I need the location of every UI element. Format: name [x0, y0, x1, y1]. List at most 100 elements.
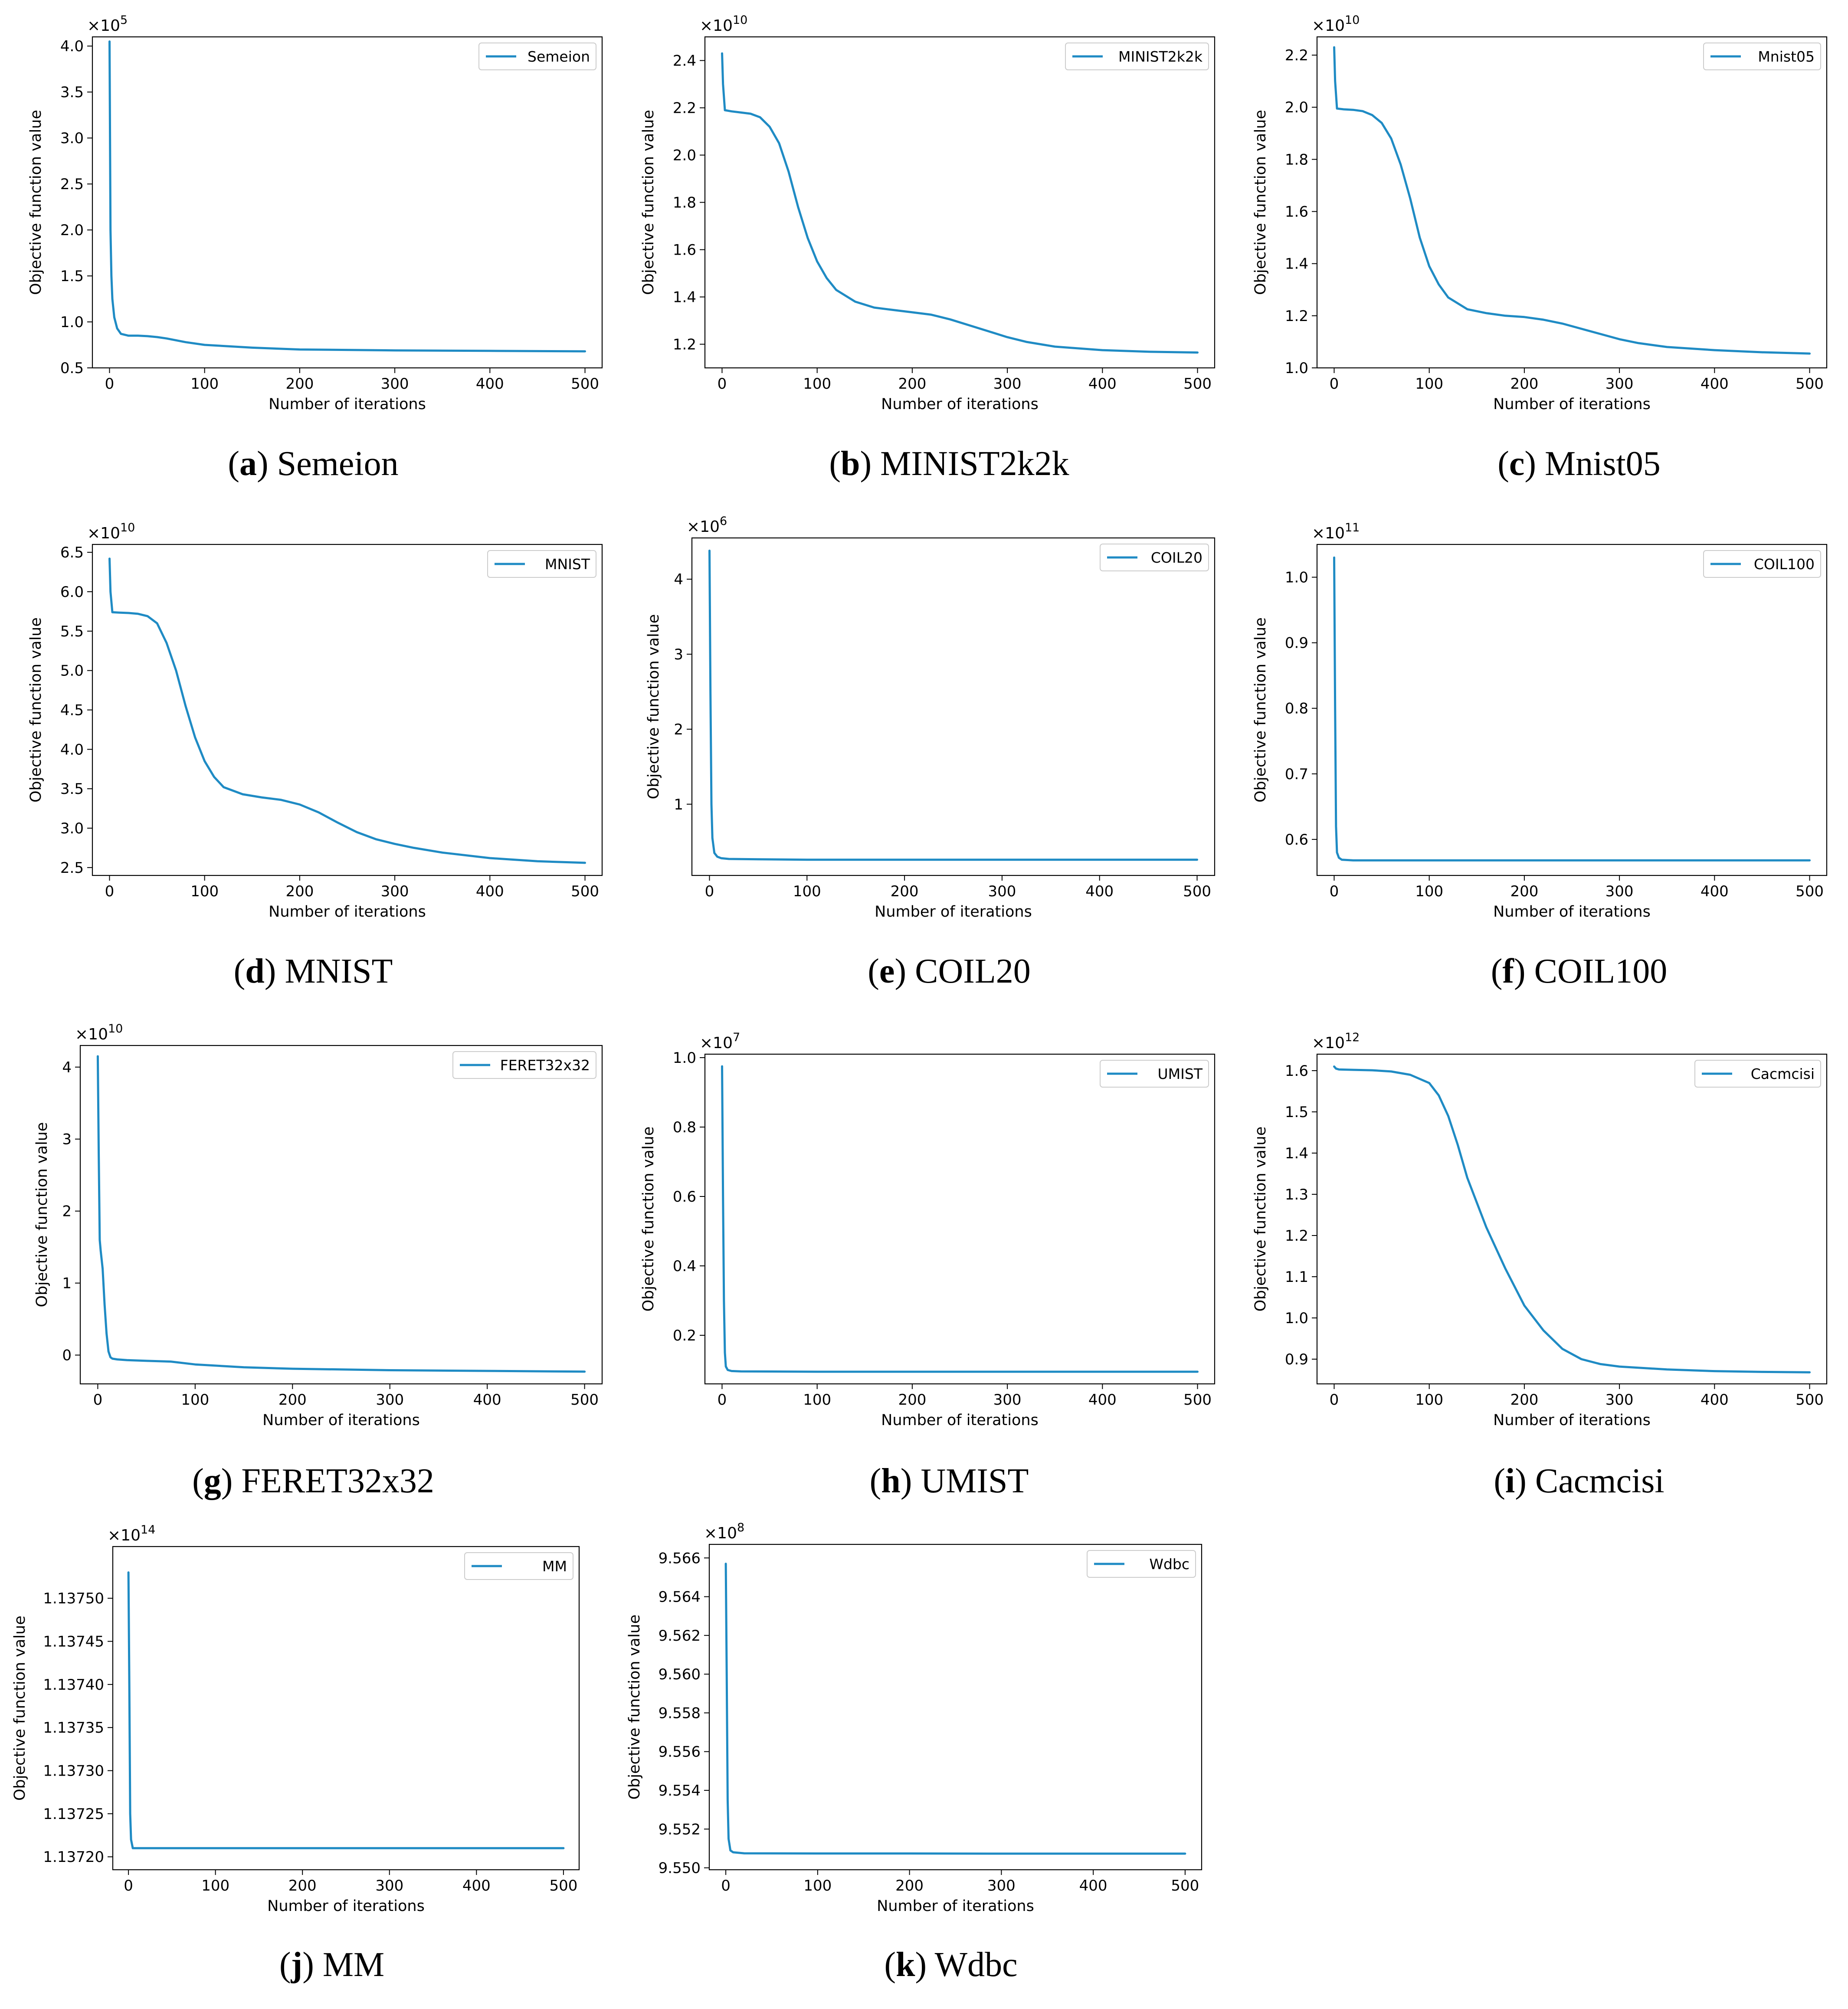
- y-axis-label: Objective function value: [640, 1127, 657, 1312]
- y-tick-label: 2.0: [60, 222, 84, 239]
- chart-panel-a: 0 100 200 300 400 500 0.5 1.0 1.5 2.0 2.5 3.0 3.5 4.0…: [27, 13, 603, 483]
- legend-label: Wdbc: [1149, 1556, 1189, 1573]
- plot-frame: [1316, 36, 1828, 369]
- legend-label: MNIST: [545, 556, 590, 573]
- y-tick-label: 3.0: [60, 130, 84, 147]
- x-axis-label: Number of iterations: [881, 1412, 1039, 1429]
- y-axis-multiplier: ×1010: [75, 1022, 123, 1043]
- x-tick-label: 400: [462, 1877, 491, 1894]
- x-tick-label: 200: [895, 1877, 924, 1894]
- y-axis-label: Objective function value: [27, 617, 45, 803]
- legend-box: [478, 43, 596, 70]
- x-axis-label: Number of iterations: [881, 396, 1039, 413]
- y-tick-label: 9.558: [659, 1704, 701, 1722]
- chart-panel-h: 0 100 200 300 400 500 0.2 0.4 0.6 0.8 1.0 Number of…: [640, 1031, 1216, 1500]
- y-tick-label: 2.0: [673, 147, 696, 164]
- plot-frame: [691, 537, 1216, 876]
- y-axis-multiplier: ×1010: [700, 13, 747, 35]
- y-tick-label: 1.8: [673, 194, 696, 212]
- y-tick-label: 1.6: [1285, 203, 1308, 221]
- y-tick-label: 4.5: [60, 702, 84, 719]
- series-line-b: [721, 52, 1199, 354]
- x-tick-label: 300: [381, 375, 409, 393]
- x-tick-label: 100: [803, 1391, 831, 1409]
- x-tick-label: 300: [381, 883, 409, 900]
- panel-caption: (g) FERET32x32: [192, 1462, 434, 1500]
- chart-panel-e: 0 100 200 300 400 500 1 2 3 4 Number of iterations…: [645, 515, 1216, 990]
- y-axis-multiplier: ×1010: [87, 521, 135, 542]
- y-axis-label: Objective function value: [11, 1616, 29, 1801]
- x-tick-label: 400: [1701, 375, 1729, 393]
- legend-box: [1100, 1060, 1209, 1088]
- y-tick-label: 3.5: [60, 84, 84, 101]
- y-tick-label: 0.6: [673, 1188, 696, 1206]
- y-axis-label: Objective function value: [1252, 1127, 1269, 1312]
- x-axis-label: Number of iterations: [267, 1898, 425, 1915]
- legend-box: [464, 1552, 573, 1580]
- y-tick-label: 0.6: [1285, 831, 1308, 849]
- x-tick-label: 400: [1088, 375, 1117, 393]
- series-line-j: [127, 1571, 565, 1849]
- x-tick-label: 200: [285, 883, 314, 900]
- y-tick-label: 4.0: [60, 741, 84, 758]
- panel-caption: (d) MNIST: [234, 952, 393, 990]
- y-axis-multiplier: ×106: [687, 515, 727, 536]
- y-tick-label: 1.4: [1285, 1145, 1308, 1162]
- y-tick-label: 0.5: [60, 360, 84, 377]
- legend-label: FERET32x32: [500, 1057, 590, 1074]
- y-tick-label: 1.4: [1285, 256, 1308, 273]
- legend-label: Mnist05: [1758, 48, 1815, 65]
- legend-label: Cacmcisi: [1751, 1065, 1815, 1082]
- chart-panel-c: 0 100 200 300 400 500 1.0 1.2 1.4 1.6 1.8 2.0 2.2 Num…: [1252, 13, 1828, 483]
- y-tick-label: 0.7: [1285, 766, 1308, 783]
- y-tick-label: 1.8: [1285, 151, 1308, 168]
- x-tick-label: 100: [181, 1391, 209, 1409]
- x-tick-label: 200: [891, 883, 919, 900]
- x-tick-label: 100: [1415, 1391, 1443, 1409]
- y-tick-label: 9.556: [659, 1744, 701, 1761]
- y-tick-label: 1.0: [1285, 569, 1308, 587]
- x-tick-label: 100: [1415, 883, 1443, 900]
- y-tick-label: 1.0: [1285, 1310, 1308, 1327]
- y-tick-label: 1.13745: [43, 1633, 104, 1651]
- x-tick-label: 0: [93, 1391, 103, 1409]
- x-tick-label: 0: [721, 1877, 731, 1894]
- x-tick-label: 0: [1330, 375, 1339, 393]
- x-tick-label: 500: [571, 883, 599, 900]
- y-tick-label: 9.550: [659, 1860, 701, 1877]
- x-tick-label: 0: [105, 375, 115, 393]
- panel-caption: (b) MINIST2k2k: [829, 445, 1069, 483]
- y-tick-label: 1.2: [1285, 308, 1308, 325]
- y-tick-label: 1.2: [1285, 1227, 1308, 1245]
- y-tick-label: 9.552: [659, 1821, 701, 1838]
- plot-frame: [92, 36, 603, 369]
- x-tick-label: 300: [1606, 1391, 1634, 1409]
- x-tick-label: 100: [201, 1877, 229, 1894]
- legend-box: [1100, 544, 1209, 571]
- y-tick-label: 9.560: [659, 1666, 701, 1683]
- y-tick-label: 9.562: [659, 1627, 701, 1645]
- x-tick-label: 100: [1415, 375, 1443, 393]
- x-axis-label: Number of iterations: [269, 396, 426, 413]
- legend-label: COIL20: [1151, 549, 1203, 566]
- x-tick-label: 500: [1796, 1391, 1824, 1409]
- legend-label: UMIST: [1158, 1065, 1203, 1082]
- y-tick-label: 5.0: [60, 662, 84, 680]
- y-tick-label: 2: [62, 1203, 72, 1220]
- y-tick-label: 2.2: [673, 100, 696, 117]
- x-tick-label: 0: [1330, 1391, 1339, 1409]
- x-tick-label: 200: [288, 1877, 317, 1894]
- panel-caption: (j) MM: [279, 1946, 384, 1984]
- series-line-a: [108, 40, 586, 353]
- y-axis-label: Objective function value: [33, 1122, 51, 1308]
- y-axis-multiplier: ×1010: [1312, 13, 1360, 35]
- chart-panel-k: 0 100 200 300 400 500 9.550 9.552 9.554 9.556 9.55…: [626, 1521, 1203, 1984]
- legend-label: Semeion: [528, 48, 590, 65]
- y-tick-label: 6.0: [60, 583, 84, 601]
- x-tick-label: 500: [1171, 1877, 1199, 1894]
- x-tick-label: 100: [190, 883, 219, 900]
- x-tick-label: 400: [1701, 1391, 1729, 1409]
- x-tick-label: 500: [571, 375, 599, 393]
- series-line-e: [708, 549, 1198, 861]
- y-tick-label: 1.2: [673, 336, 696, 354]
